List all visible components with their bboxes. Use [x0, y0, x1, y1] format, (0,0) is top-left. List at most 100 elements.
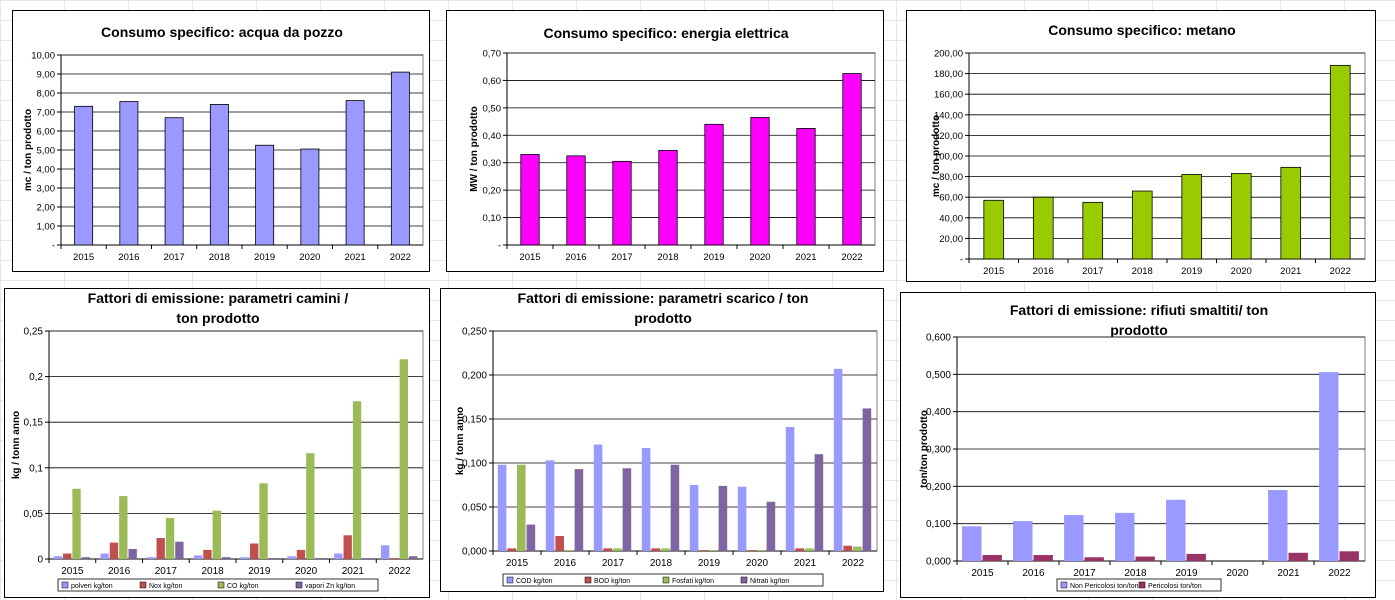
bar	[63, 553, 72, 559]
legend-swatch	[61, 581, 69, 589]
y-tick-label: 0,100	[462, 459, 487, 470]
bar	[109, 542, 119, 559]
chart-title: ton prodotto	[176, 310, 259, 326]
legend-swatch	[506, 576, 514, 584]
bar	[1166, 499, 1186, 561]
bar	[651, 548, 660, 551]
chart-metano-svg: Consumo specifico: metano - 20,00 40,00 60,0…	[931, 22, 1366, 277]
bar	[843, 545, 852, 551]
x-tick-label: 2021	[795, 252, 816, 263]
bar	[574, 469, 584, 551]
chart-title: Fattori di emissione: rifiuti smaltiti/ …	[1010, 302, 1268, 318]
bar	[193, 555, 203, 559]
bar	[203, 549, 212, 559]
bar	[670, 464, 680, 551]
chart-scarico-svg: Fattori di emissione: parametri scarico …	[455, 290, 878, 587]
bar	[100, 553, 109, 559]
y-tick-label: 0,70	[483, 49, 502, 60]
bar	[380, 545, 390, 559]
bar	[507, 548, 516, 551]
bar	[1033, 555, 1053, 561]
bar	[259, 483, 268, 559]
x-tick-label: 2021	[342, 566, 365, 577]
bar	[766, 501, 776, 551]
y-tick-label: 0,2	[29, 372, 43, 383]
x-tick-label: 2022	[390, 252, 411, 263]
y-tick-label: 0,30	[483, 158, 502, 169]
bar	[737, 486, 747, 551]
x-tick-label: 2021	[1280, 266, 1301, 277]
bar	[175, 541, 184, 559]
x-tick-label: 2019	[698, 558, 721, 569]
bar	[165, 517, 175, 559]
x-tick-label: 2015	[983, 266, 1004, 277]
bar	[517, 464, 526, 551]
y-tick-label: 80,00	[939, 172, 963, 183]
chart-panel-camini: Fattori di emissione: parametri camini /…	[4, 288, 430, 598]
x-tick-label: 2015	[73, 252, 94, 263]
bar	[718, 485, 728, 551]
y-tick-label: 0,000	[926, 557, 951, 568]
chart-title: Consumo specifico: energia elettrica	[543, 25, 788, 41]
legend-swatch	[295, 581, 303, 589]
bar	[842, 73, 862, 246]
bar	[1339, 551, 1359, 561]
bar	[390, 558, 399, 559]
bar	[212, 510, 221, 559]
bar	[315, 558, 324, 559]
chart-title: Fattori di emissione: parametri camini /	[88, 290, 349, 306]
x-tick-label: 2016	[1033, 266, 1054, 277]
bar	[147, 557, 156, 559]
bar	[250, 543, 259, 559]
x-tick-label: 2016	[118, 252, 139, 263]
legend-label: Non Pericolosi ton/ton	[1070, 583, 1139, 590]
bar	[1064, 515, 1084, 561]
y-axis-label: mc / ton prodotto	[23, 109, 34, 191]
bar	[1186, 553, 1206, 561]
y-tick-label: 1,00	[37, 222, 56, 233]
y-tick-label: 0,200	[462, 371, 487, 382]
x-tick-label: 2021	[1277, 568, 1300, 579]
y-tick-label: 0,50	[483, 103, 502, 114]
bar	[982, 555, 1002, 561]
y-tick-label: 8,00	[37, 89, 56, 100]
y-tick-label: 4,00	[37, 165, 56, 176]
bar	[1013, 521, 1033, 561]
chart-acqua-svg: Consumo specifico: acqua da pozzo - 1,00 2,…	[23, 24, 424, 263]
bar	[1329, 64, 1351, 260]
chart-panel-rifiuti: Fattori di emissione: rifiuti smaltiti/ …	[900, 292, 1376, 598]
x-tick-label: 2017	[1082, 266, 1103, 277]
y-tick-label: -	[498, 241, 501, 252]
x-tick-label: 2021	[345, 252, 366, 263]
bar	[520, 154, 540, 246]
chart-rifiuti-svg: Fattori di emissione: rifiuti smaltiti/ …	[919, 302, 1366, 592]
legend-label: CO kg/ton	[227, 583, 259, 590]
legend-label: Fosfati kg/ton	[672, 578, 714, 585]
bar	[1230, 173, 1252, 260]
chart-panel-scarico: Fattori di emissione: parametri scarico …	[440, 288, 884, 592]
legend-swatch	[139, 581, 147, 589]
bar	[593, 444, 603, 551]
y-axis-label: MW / ton prodotto	[469, 106, 480, 192]
x-tick-label: 2022	[389, 566, 412, 577]
chart-panel-acqua: Consumo specifico: acqua da pozzo - 1,00 2,…	[12, 10, 430, 272]
plot-area	[492, 330, 878, 552]
chart-panel-metano: Consumo specifico: metano - 20,00 40,00 60,0…	[906, 10, 1376, 282]
y-tick-label: 0,300	[926, 445, 951, 456]
bar	[352, 401, 362, 559]
y-tick-label: 160,00	[934, 90, 963, 101]
x-tick-label: 2015	[519, 252, 540, 263]
y-tick-label: 20,00	[939, 234, 963, 245]
chart-title: prodotto	[1110, 322, 1168, 338]
bar	[709, 550, 718, 551]
bar	[814, 454, 824, 551]
bar	[53, 556, 63, 559]
chart-energia-svg: Consumo specifico: energia elettrica - 0,1…	[469, 25, 876, 263]
bar	[209, 104, 229, 246]
bar	[747, 550, 756, 551]
y-tick-label: 0,050	[462, 503, 487, 514]
legend-swatch	[740, 576, 748, 584]
bar	[497, 464, 507, 551]
y-axis-label: mc / ton prodotto	[931, 115, 942, 197]
bar	[74, 105, 94, 246]
